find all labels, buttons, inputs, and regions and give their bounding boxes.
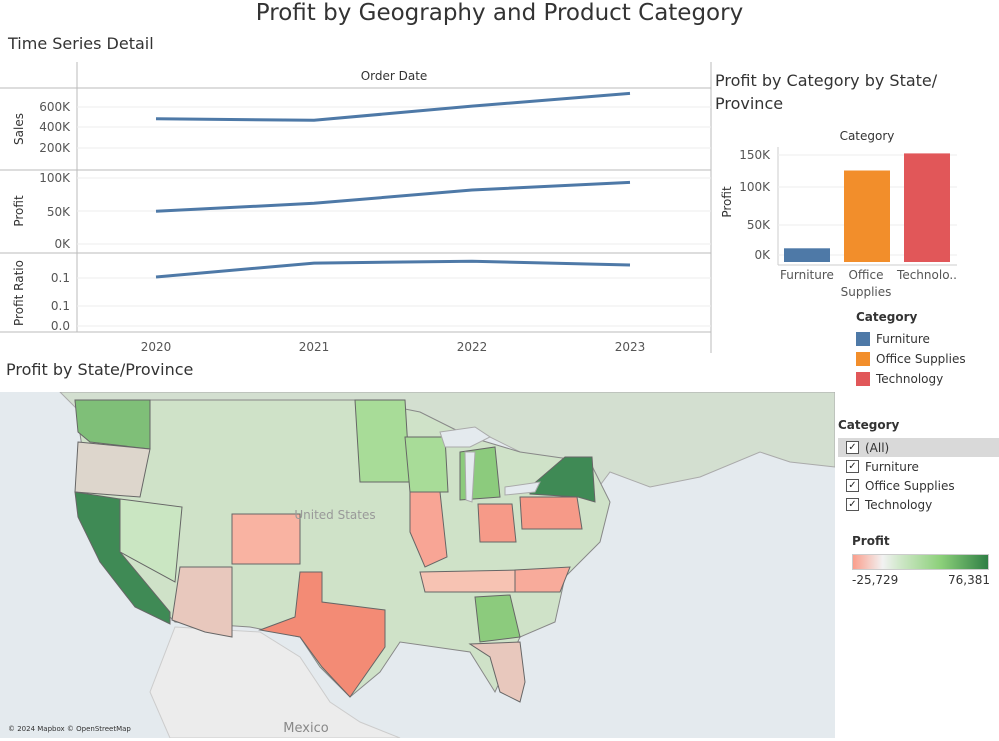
bar-technology[interactable] (904, 153, 950, 262)
profit-gradient-bar (852, 554, 989, 570)
sales-axis-title: Sales (12, 113, 26, 145)
sales-tick: 200K (39, 141, 71, 155)
filter-label: Office Supplies (865, 478, 955, 493)
state-tennessee[interactable] (419, 569, 521, 593)
legend-item-office-supplies[interactable]: Office Supplies (856, 349, 966, 369)
time-series-chart[interactable]: Order Date Sales Profit Profit Ratio 600… (0, 60, 712, 358)
checkbox-icon[interactable]: ✓ (846, 498, 859, 511)
state-texas[interactable] (258, 571, 386, 698)
filter-label: Furniture (865, 459, 919, 474)
bar-office-supplies[interactable] (844, 170, 890, 263)
profit-axis-title: Profit (720, 186, 734, 218)
filter-item-all[interactable]: ✓ (All) (838, 438, 999, 457)
mexico-label: Mexico (283, 721, 328, 736)
map-attribution[interactable]: © 2024 Mapbox © OpenStreetMap (8, 725, 131, 733)
mexico-region (149, 626, 401, 738)
y-tick: 0K (754, 248, 771, 262)
dashboard-title: Profit by Geography and Product Category (255, 0, 744, 26)
bar-furniture[interactable] (784, 248, 830, 262)
profit-map[interactable]: United States Mexico (0, 392, 835, 738)
ratio-tick: 0.0 (51, 319, 70, 333)
category-chart-title: Profit by Category by State/ Province (715, 71, 938, 113)
legend-label: Furniture (876, 332, 930, 346)
profit-color-legend: Profit -25,729 76,381 (852, 534, 990, 587)
state-oregon[interactable] (74, 441, 151, 498)
state-colorado[interactable] (231, 513, 301, 565)
ratio-tick: 0.1 (51, 299, 70, 313)
y-tick: 100K (739, 180, 771, 194)
legend-label: Technology (876, 372, 944, 386)
state-north-carolina[interactable] (514, 566, 571, 593)
legend-label: Office Supplies (876, 352, 966, 366)
profit-tick: 100K (39, 171, 71, 185)
profit-legend-title: Profit (852, 534, 890, 548)
checkbox-icon[interactable]: ✓ (846, 479, 859, 492)
category-color-legend: Category Furniture Office Supplies Techn… (856, 310, 966, 389)
legend-title: Category (856, 310, 918, 324)
year-tick: 2022 (457, 340, 488, 354)
order-date-header: Order Date (361, 69, 428, 83)
profit-min-label: -25,729 (852, 573, 899, 587)
year-tick: 2023 (615, 340, 646, 354)
country-label: United States (294, 508, 375, 522)
great-lakes (439, 426, 491, 448)
profit-tick: 50K (47, 205, 71, 219)
legend-item-technology[interactable]: Technology (856, 369, 966, 389)
map-title: Profit by State/Province (6, 360, 194, 379)
category-header: Category (840, 129, 895, 143)
furniture-swatch (856, 332, 870, 346)
filter-item-office-supplies[interactable]: ✓ Office Supplies (838, 476, 999, 495)
x-tick: Supplies (841, 285, 892, 299)
category-bar-chart[interactable]: Category Profit 150K 100K 50K 0K Furnitu… (712, 125, 999, 305)
profit-line[interactable] (155, 180, 631, 213)
office-supplies-swatch (856, 352, 870, 366)
sales-tick: 600K (39, 100, 71, 114)
filter-title: Category (838, 418, 900, 432)
lake-michigan (464, 451, 476, 503)
filter-label: Technology (865, 497, 933, 512)
state-florida[interactable] (468, 641, 526, 703)
profit-max-label: 76,381 (948, 573, 990, 587)
checkbox-icon[interactable]: ✓ (846, 441, 859, 454)
y-tick: 150K (739, 148, 771, 162)
state-arizona[interactable] (171, 566, 233, 638)
state-new-york[interactable] (529, 456, 596, 503)
technology-swatch (856, 372, 870, 386)
state-washington[interactable] (74, 399, 151, 450)
x-tick: Technolo.. (896, 268, 957, 282)
profit-tick: 0K (54, 237, 71, 251)
sales-line[interactable] (155, 91, 631, 122)
state-minnesota[interactable] (354, 399, 411, 483)
filter-label: (All) (865, 440, 890, 455)
year-tick: 2020 (141, 340, 172, 354)
legend-item-furniture[interactable]: Furniture (856, 329, 966, 349)
filter-item-technology[interactable]: ✓ Technology (838, 495, 999, 514)
y-tick: 50K (747, 218, 771, 232)
category-filter: Category ✓ (All) ✓ Furniture ✓ Office Su… (838, 418, 999, 514)
state-nevada[interactable] (119, 498, 183, 583)
profit-axis-title: Profit (12, 195, 26, 227)
profit-ratio-line[interactable] (155, 259, 631, 279)
state-pennsylvania[interactable] (519, 496, 583, 530)
filter-item-furniture[interactable]: ✓ Furniture (838, 457, 999, 476)
state-wisconsin[interactable] (404, 436, 449, 493)
x-tick: Office (848, 268, 883, 282)
ratio-tick: 0.1 (51, 271, 70, 285)
x-tick: Furniture (780, 268, 834, 282)
sales-tick: 400K (39, 120, 71, 134)
profit-ratio-axis-title: Profit Ratio (12, 260, 26, 326)
checkbox-icon[interactable]: ✓ (846, 460, 859, 473)
state-georgia[interactable] (474, 594, 521, 643)
lake-erie (504, 481, 541, 496)
time-series-title: Time Series Detail (8, 34, 154, 53)
state-ohio[interactable] (477, 503, 517, 543)
year-tick: 2021 (299, 340, 330, 354)
